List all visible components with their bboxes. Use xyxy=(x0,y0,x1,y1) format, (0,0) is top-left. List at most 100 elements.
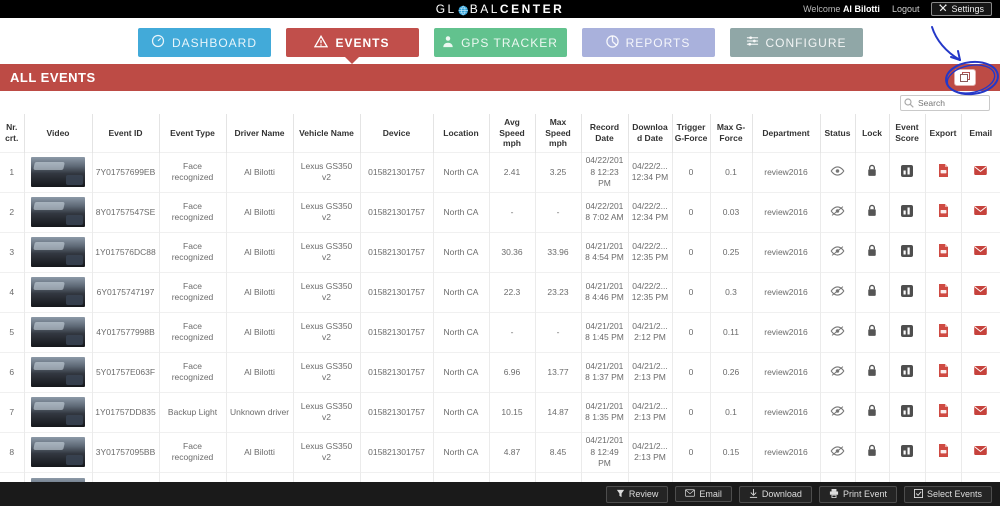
lock-icon[interactable] xyxy=(867,364,877,377)
export-pdf-icon[interactable] xyxy=(938,244,949,258)
video-thumbnail[interactable] xyxy=(31,397,85,428)
lock-icon[interactable] xyxy=(867,204,877,217)
event-score-cell[interactable] xyxy=(889,231,926,273)
lock-cell[interactable] xyxy=(855,191,890,233)
lock-cell[interactable] xyxy=(855,151,890,193)
column-header[interactable]: Department xyxy=(752,114,821,153)
event-score-icon[interactable] xyxy=(901,284,913,297)
event-score-cell[interactable] xyxy=(889,391,926,433)
email-cell[interactable] xyxy=(961,271,1000,313)
event-score-icon[interactable] xyxy=(901,404,913,417)
email-cell[interactable] xyxy=(961,391,1000,433)
column-header[interactable]: Trigger G-Force xyxy=(672,114,711,153)
export-cell[interactable] xyxy=(925,351,962,393)
email-icon[interactable] xyxy=(974,446,988,456)
video-cell[interactable] xyxy=(24,151,93,193)
lock-icon[interactable] xyxy=(867,404,877,417)
lock-cell[interactable] xyxy=(855,431,890,473)
video-cell[interactable] xyxy=(24,351,93,393)
email-button[interactable]: Email xyxy=(675,486,732,502)
event-score-icon[interactable] xyxy=(901,324,913,337)
video-cell[interactable] xyxy=(24,271,93,313)
export-cell[interactable] xyxy=(925,271,962,313)
status-cell[interactable] xyxy=(820,391,856,433)
eye-slash-icon[interactable] xyxy=(830,445,845,456)
export-cell[interactable] xyxy=(925,151,962,193)
export-pdf-icon[interactable] xyxy=(938,324,949,338)
event-score-cell[interactable] xyxy=(889,351,926,393)
event-score-icon[interactable] xyxy=(901,204,913,217)
export-pdf-icon[interactable] xyxy=(938,204,949,218)
export-pdf-icon[interactable] xyxy=(938,164,949,178)
column-header[interactable]: Record Date xyxy=(581,114,629,153)
eye-slash-icon[interactable] xyxy=(830,365,845,376)
column-header[interactable]: Video xyxy=(24,114,93,153)
export-pdf-icon[interactable] xyxy=(938,364,949,378)
email-cell[interactable] xyxy=(961,151,1000,193)
eye-slash-icon[interactable] xyxy=(830,325,845,336)
export-cell[interactable] xyxy=(925,231,962,273)
review-button[interactable]: Review xyxy=(605,485,669,503)
event-score-icon[interactable] xyxy=(901,164,913,177)
email-cell[interactable] xyxy=(961,191,1000,233)
email-icon[interactable] xyxy=(974,326,988,336)
column-header[interactable]: Device xyxy=(360,114,434,153)
export-cell[interactable] xyxy=(925,191,962,233)
status-cell[interactable] xyxy=(820,311,856,353)
lock-cell[interactable] xyxy=(855,351,890,393)
status-cell[interactable] xyxy=(820,351,856,393)
column-header[interactable]: Max Speed mph xyxy=(535,114,582,153)
video-thumbnail[interactable] xyxy=(31,197,85,228)
column-header[interactable]: Email xyxy=(969,127,993,138)
email-icon[interactable] xyxy=(974,166,988,176)
email-cell[interactable] xyxy=(961,231,1000,273)
eye-slash-icon[interactable] xyxy=(830,405,845,416)
eye-slash-icon[interactable] xyxy=(830,205,845,216)
email-cell[interactable] xyxy=(961,431,1000,473)
export-pdf-icon[interactable] xyxy=(938,444,949,458)
lock-icon[interactable] xyxy=(867,164,877,177)
status-cell[interactable] xyxy=(820,151,856,193)
eye-open-icon[interactable] xyxy=(830,166,845,176)
video-thumbnail[interactable] xyxy=(31,157,85,188)
eye-slash-icon[interactable] xyxy=(830,245,845,256)
column-header[interactable]: Location xyxy=(433,114,490,153)
event-score-cell[interactable] xyxy=(889,151,926,193)
column-header[interactable]: Event Type xyxy=(159,114,227,153)
status-cell[interactable] xyxy=(820,271,856,313)
status-cell[interactable] xyxy=(820,231,856,273)
column-header[interactable]: Driver Name xyxy=(226,114,294,153)
export-cell[interactable] xyxy=(925,391,962,433)
email-icon[interactable] xyxy=(974,406,988,416)
tab-configure[interactable]: CONFIGURE xyxy=(729,28,863,57)
settings-button[interactable]: Settings xyxy=(931,2,992,16)
event-score-cell[interactable] xyxy=(889,191,926,233)
tab-reports[interactable]: REPORTS xyxy=(581,28,715,57)
column-header[interactable]: Download Date xyxy=(628,114,673,153)
video-cell[interactable] xyxy=(24,391,93,433)
tab-events[interactable]: EVENTS xyxy=(285,28,419,57)
column-header[interactable]: Event Score xyxy=(889,114,926,153)
lock-icon[interactable] xyxy=(867,324,877,337)
video-thumbnail[interactable] xyxy=(31,317,85,348)
video-cell[interactable] xyxy=(24,191,93,233)
lock-cell[interactable] xyxy=(855,311,890,353)
status-cell[interactable] xyxy=(820,431,856,473)
lock-icon[interactable] xyxy=(867,444,877,457)
column-header[interactable]: Avg Speed mph xyxy=(489,114,536,153)
email-cell[interactable] xyxy=(961,311,1000,353)
column-header[interactable]: Vehicle Name xyxy=(293,114,361,153)
video-thumbnail[interactable] xyxy=(31,437,85,468)
video-cell[interactable] xyxy=(24,431,93,473)
event-score-cell[interactable] xyxy=(889,311,926,353)
lock-icon[interactable] xyxy=(867,284,877,297)
column-header[interactable]: Lock xyxy=(855,114,890,153)
tab-gps-tracker[interactable]: GPS TRACKER xyxy=(433,28,567,57)
email-icon[interactable] xyxy=(974,366,988,376)
video-thumbnail[interactable] xyxy=(31,277,85,308)
video-cell[interactable] xyxy=(24,311,93,353)
email-icon[interactable] xyxy=(974,206,988,216)
export-cell[interactable] xyxy=(925,311,962,353)
column-header[interactable]: Event ID xyxy=(92,114,160,153)
print-event-button[interactable]: Print Event xyxy=(818,485,897,503)
